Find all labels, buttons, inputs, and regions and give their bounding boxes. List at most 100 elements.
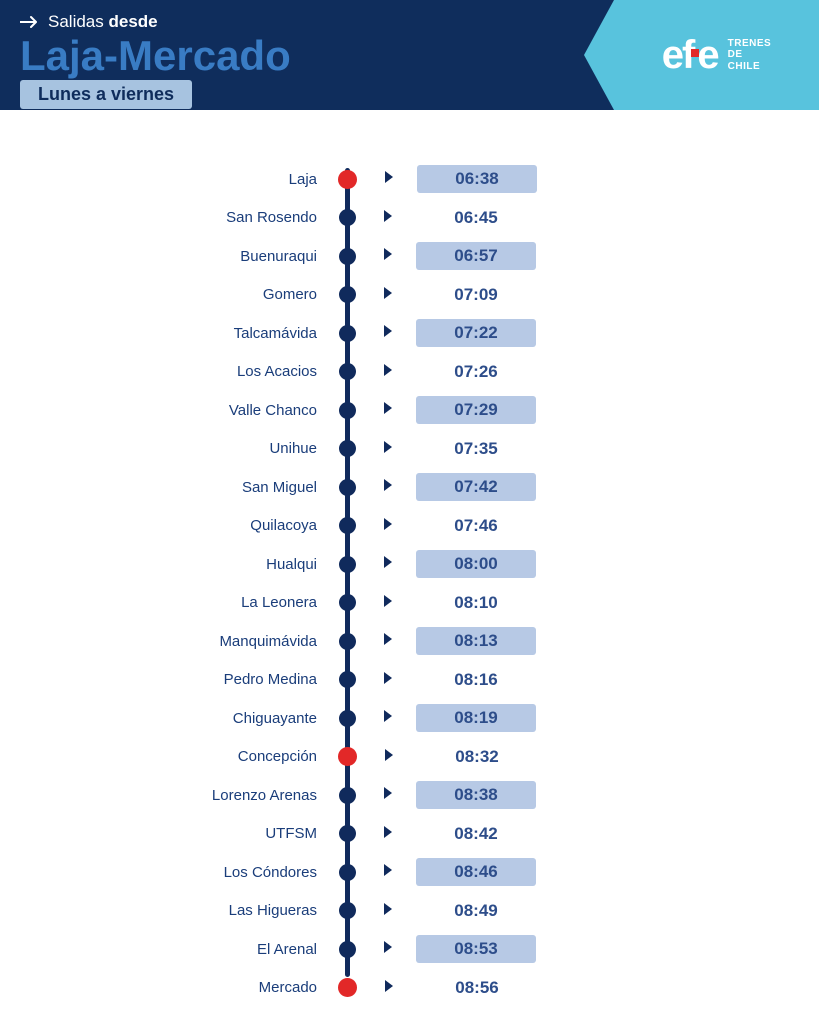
stop-name: El Arenal [185, 941, 335, 958]
stop-row: San Miguel 07:42 [185, 468, 819, 507]
brand-subtitle: TRENES DE CHILE [728, 38, 772, 73]
departure-time: 07:09 [416, 281, 536, 309]
stop-row: Gomero07:09 [185, 276, 819, 315]
days-badge-wrap: Lunes a viernes [20, 80, 192, 109]
stop-row: Las Higueras 08:49 [185, 892, 819, 931]
chevron-right-icon [384, 247, 392, 265]
departure-time: 08:49 [416, 897, 536, 925]
arrow-right-icon [20, 15, 40, 29]
stop-name: Talcamávida [185, 325, 335, 342]
departure-time: 08:10 [416, 589, 536, 617]
chevron-right-icon [384, 401, 392, 419]
chevron-right-icon [384, 671, 392, 689]
stop-name: San Rosendo [185, 209, 335, 226]
stop-row: Laja06:38 [185, 160, 819, 199]
stop-name: Lorenzo Arenas [185, 787, 335, 804]
node-terminal-icon [338, 170, 357, 189]
chevron-right-icon [384, 902, 392, 920]
schedule: Laja06:38 San Rosendo 06:45 Buenuraqui06:57… [185, 110, 819, 1007]
node-icon [339, 248, 356, 265]
route-title: Laja-Mercado [20, 34, 594, 78]
chevron-right-icon [384, 863, 392, 881]
departure-time: 08:38 [416, 781, 536, 809]
departure-time: 08:13 [416, 627, 536, 655]
node-icon [339, 902, 356, 919]
departure-time: 07:22 [416, 319, 536, 347]
stop-row: Lorenzo Arenas 08:38 [185, 776, 819, 815]
node-icon [339, 440, 356, 457]
days-badge: Lunes a viernes [20, 80, 192, 109]
header: Salidas desde Laja-Mercado efe TRENES DE… [0, 0, 819, 110]
stop-row: Quilacoya07:46 [185, 507, 819, 546]
node-icon [339, 864, 356, 881]
node-terminal-icon [338, 747, 357, 766]
node-icon [339, 363, 356, 380]
chevron-right-icon [384, 825, 392, 843]
stop-name: Los Acacios [185, 363, 335, 380]
node-icon [339, 825, 356, 842]
stop-row: Los Cóndores 08:46 [185, 853, 819, 892]
node-icon [339, 787, 356, 804]
chevron-right-icon [385, 748, 393, 766]
chevron-right-icon [384, 940, 392, 958]
departure-time: 07:42 [416, 473, 536, 501]
departure-time: 08:56 [417, 974, 537, 1002]
chevron-right-icon [384, 786, 392, 804]
stop-name: Los Cóndores [185, 864, 335, 881]
stop-name: San Miguel [185, 479, 335, 496]
logo-dot-icon [691, 49, 699, 57]
chevron-right-icon [384, 478, 392, 496]
stop-row: Buenuraqui06:57 [185, 237, 819, 276]
chevron-right-icon [384, 594, 392, 612]
chevron-right-icon [385, 979, 393, 997]
stop-name: Pedro Medina [185, 671, 335, 688]
node-icon [339, 556, 356, 573]
node-icon [339, 633, 356, 650]
node-icon [339, 402, 356, 419]
departure-time: 06:45 [416, 204, 536, 232]
departure-time: 07:29 [416, 396, 536, 424]
departure-time: 08:16 [416, 666, 536, 694]
salidas-label: Salidas desde [48, 12, 158, 32]
stop-row: Mercado 08:56 [185, 969, 819, 1008]
stop-row: La Leonera08:10 [185, 584, 819, 623]
stop-row: El Arenal08:53 [185, 930, 819, 969]
stop-row: Los Acacios 07:26 [185, 353, 819, 392]
node-icon [339, 325, 356, 342]
chevron-right-icon [384, 324, 392, 342]
node-terminal-icon [338, 978, 357, 997]
departure-time: 08:00 [416, 550, 536, 578]
node-icon [339, 517, 356, 534]
chevron-right-icon [384, 209, 392, 227]
chevron-right-icon [384, 286, 392, 304]
stop-row: Concepción 08:32 [185, 738, 819, 777]
chevron-right-icon [384, 363, 392, 381]
stop-name: Las Higueras [185, 902, 335, 919]
node-icon [339, 209, 356, 226]
stop-name: Chiguayante [185, 710, 335, 727]
node-icon [339, 941, 356, 958]
chevron-right-icon [384, 555, 392, 573]
departure-time: 07:26 [416, 358, 536, 386]
stop-name: Manquimávida [185, 633, 335, 650]
chevron-right-icon [384, 440, 392, 458]
chevron-right-icon [385, 170, 393, 188]
node-icon [339, 479, 356, 496]
departure-time: 08:46 [416, 858, 536, 886]
departure-time: 08:19 [416, 704, 536, 732]
departure-time: 08:32 [417, 743, 537, 771]
stop-name: Mercado [185, 979, 335, 996]
departure-time: 07:35 [416, 435, 536, 463]
departure-time: 06:38 [417, 165, 537, 193]
node-icon [339, 671, 356, 688]
stop-row: San Rosendo 06:45 [185, 199, 819, 238]
stop-name: Quilacoya [185, 517, 335, 534]
stop-row: Hualqui 08:00 [185, 545, 819, 584]
departure-time: 08:42 [416, 820, 536, 848]
stops-container: Laja06:38 San Rosendo 06:45 Buenuraqui06:57… [185, 160, 819, 1007]
stop-name: Concepción [185, 748, 335, 765]
stop-row: UTFSM08:42 [185, 815, 819, 854]
node-icon [339, 594, 356, 611]
efe-logo: efe [662, 35, 718, 75]
stop-name: Hualqui [185, 556, 335, 573]
